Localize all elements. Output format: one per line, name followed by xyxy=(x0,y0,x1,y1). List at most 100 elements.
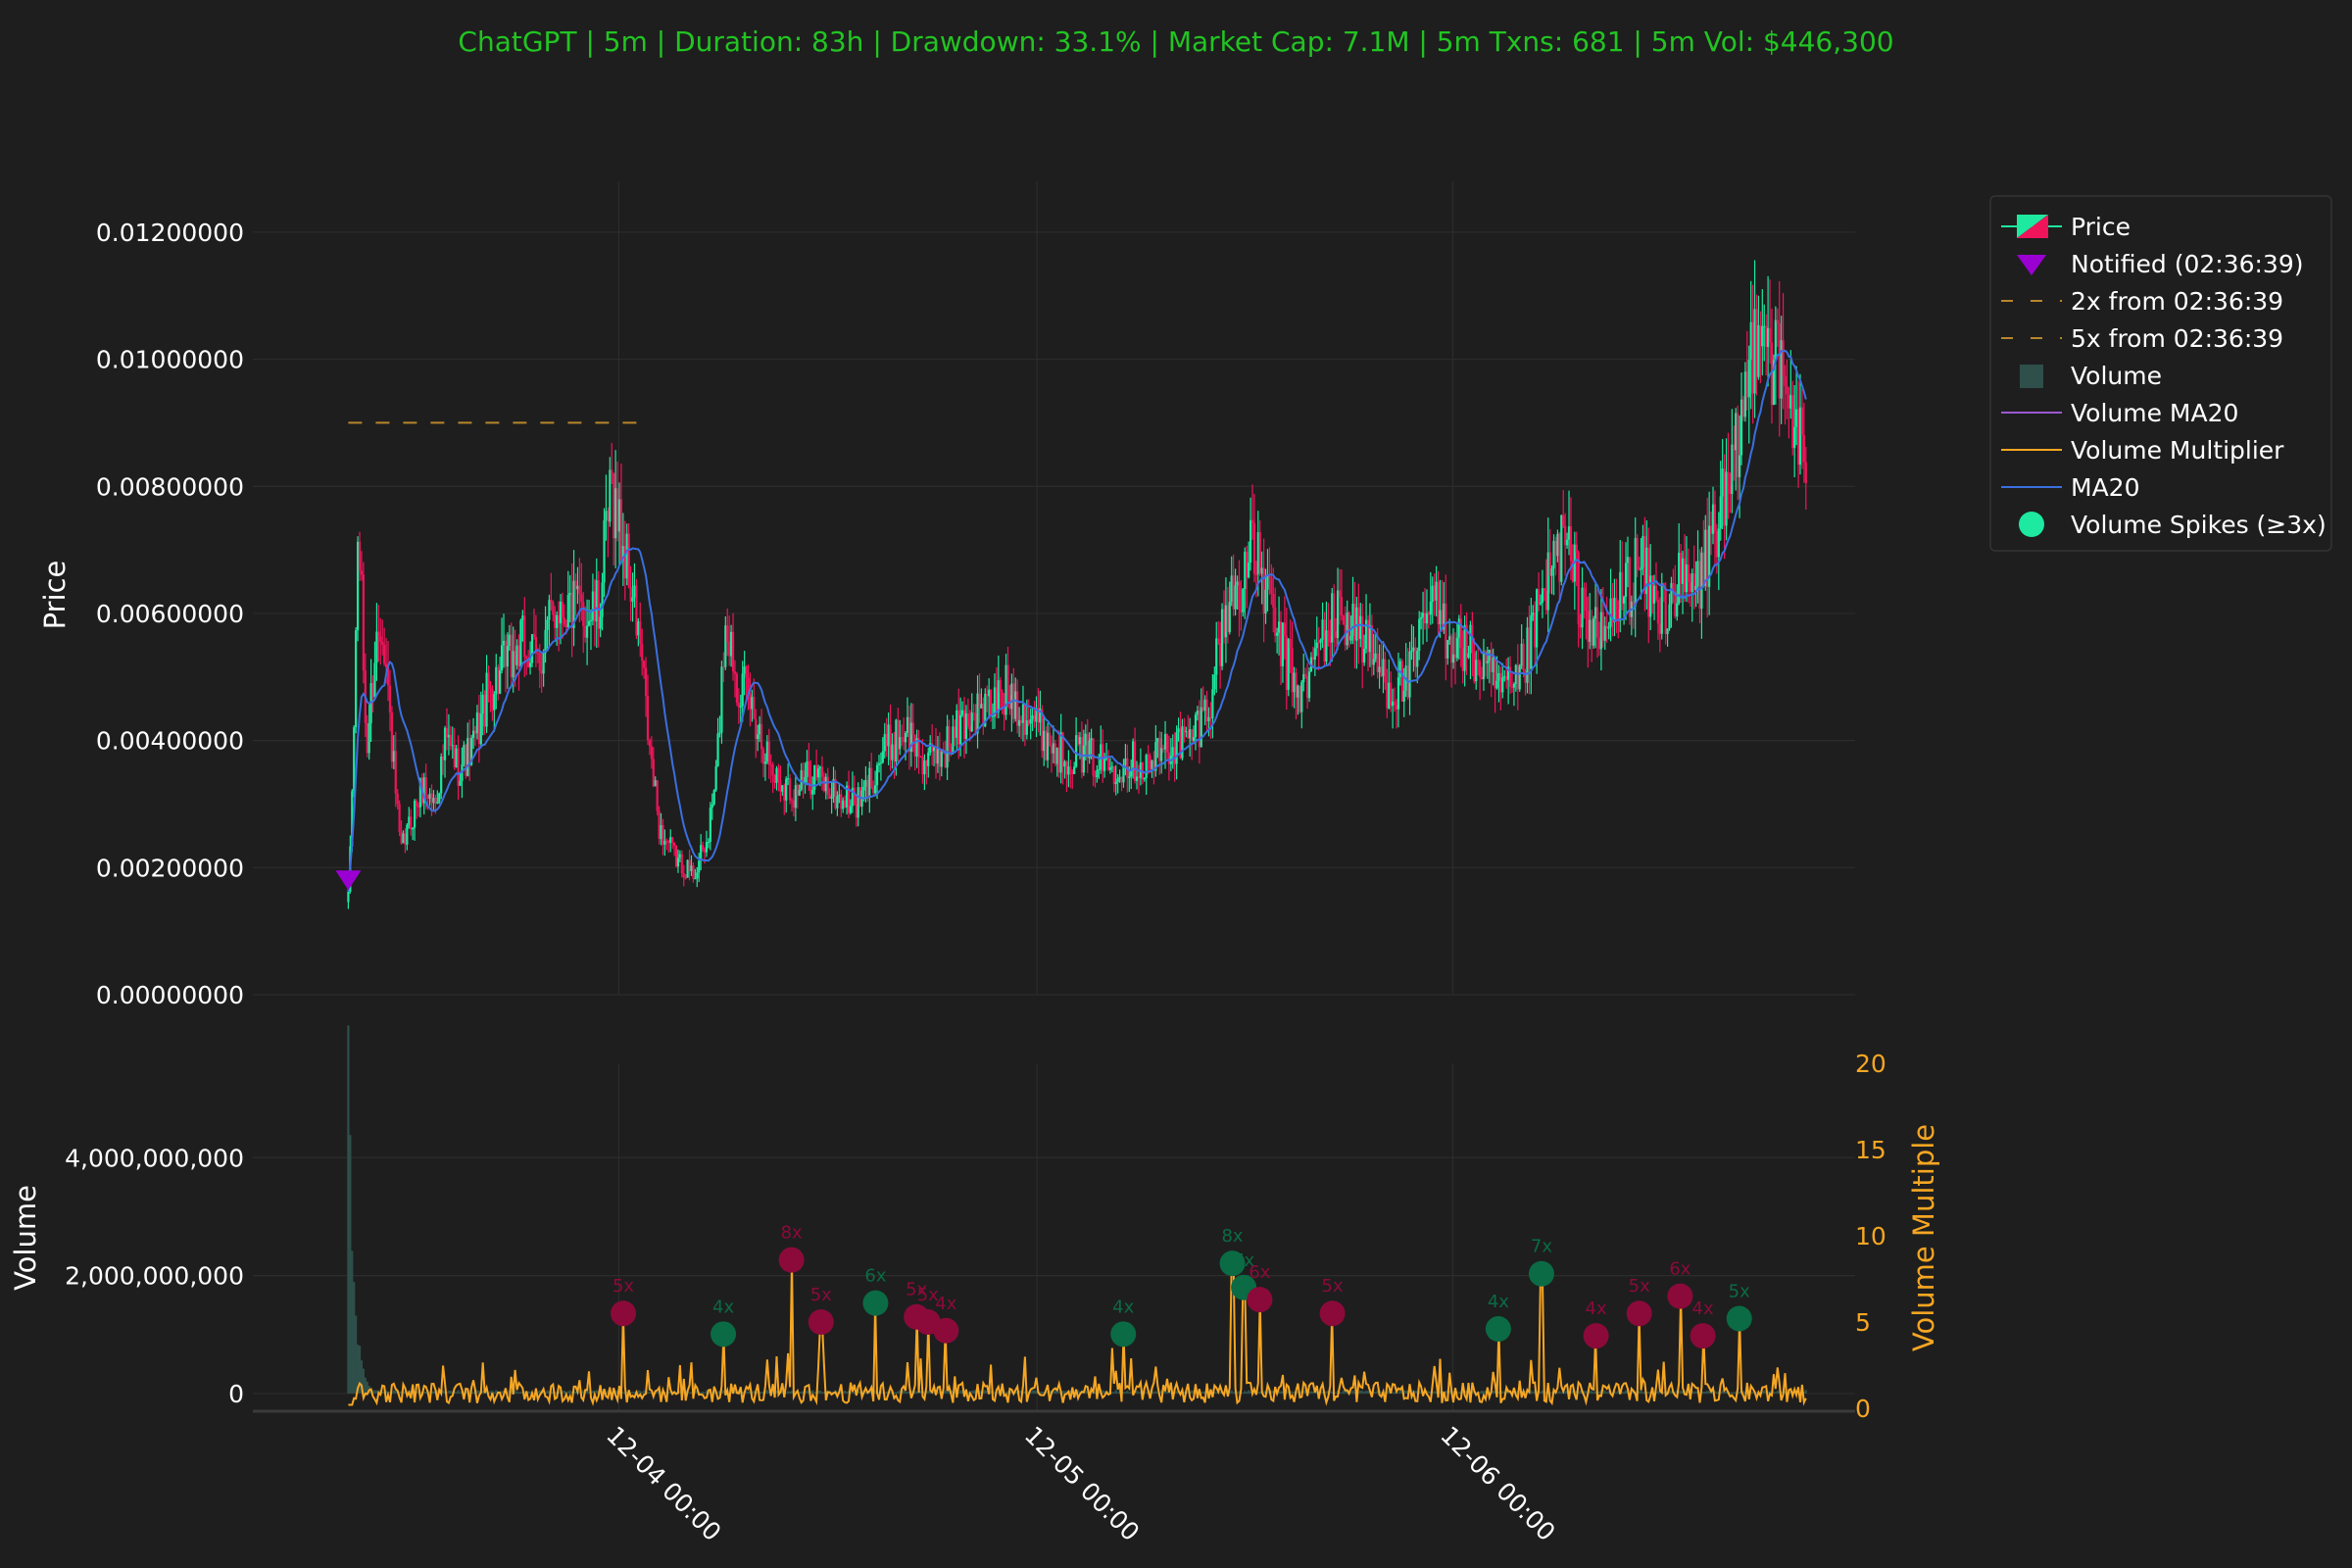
volume-bar xyxy=(607,1390,610,1394)
candle-body xyxy=(855,804,858,818)
volume-bar xyxy=(1279,1391,1283,1394)
volume-bar xyxy=(767,1391,770,1394)
candle-body xyxy=(1260,567,1263,574)
candle-body xyxy=(1327,630,1330,636)
candle-body xyxy=(845,785,849,808)
candle-body xyxy=(911,722,914,735)
candle-body xyxy=(1363,649,1366,663)
candle-body xyxy=(1581,587,1584,628)
candle-body xyxy=(1249,519,1252,564)
ma20-line xyxy=(347,349,1807,893)
candle-body xyxy=(1094,775,1097,778)
candle-body xyxy=(755,718,758,740)
volume-bar xyxy=(1745,1391,1748,1394)
volume-bar xyxy=(1311,1392,1314,1394)
candle-body xyxy=(554,614,557,628)
candle-body xyxy=(781,785,784,792)
volume-bar xyxy=(1213,1392,1216,1394)
volume-bar xyxy=(428,1392,431,1394)
candle-body xyxy=(1112,766,1115,785)
candle-body xyxy=(1331,593,1334,643)
volume-bar xyxy=(1692,1392,1695,1394)
volume-bar xyxy=(954,1390,956,1394)
candle-body xyxy=(1395,705,1398,710)
volume-bar xyxy=(570,1392,573,1394)
volume-bar xyxy=(733,1390,737,1394)
volume-bar xyxy=(1291,1391,1294,1394)
candle-body xyxy=(724,625,727,667)
volume-bar xyxy=(1122,1392,1125,1394)
volume-bar xyxy=(1768,1391,1772,1394)
candle-body xyxy=(1336,590,1340,638)
candle-body xyxy=(375,631,378,663)
candle-body xyxy=(879,762,883,764)
volume-bar xyxy=(1052,1391,1055,1394)
candle-body xyxy=(646,696,650,741)
volume-bar xyxy=(353,1282,356,1394)
volume-bar xyxy=(1698,1392,1701,1394)
volume-bar xyxy=(1579,1390,1582,1394)
volume-bar xyxy=(785,1392,788,1394)
candle-body xyxy=(550,600,553,603)
candle-body xyxy=(572,580,575,628)
volume-bar xyxy=(1592,1392,1595,1394)
candle-body xyxy=(783,785,786,801)
candle-body xyxy=(978,693,981,709)
candle-body xyxy=(1660,582,1663,634)
volume-bar xyxy=(1325,1391,1328,1394)
volume-bar xyxy=(532,1392,536,1394)
volume-bar xyxy=(1571,1390,1574,1394)
candle-body xyxy=(1177,728,1180,733)
candle-body xyxy=(1463,624,1466,671)
candle-body xyxy=(999,680,1002,693)
volume-bar xyxy=(919,1391,922,1394)
volume-bar xyxy=(946,1392,949,1394)
candle-body xyxy=(726,625,729,642)
volume-bar xyxy=(1297,1391,1299,1394)
candle-body xyxy=(662,824,664,845)
candle-body xyxy=(993,687,997,716)
candle-body xyxy=(1479,661,1482,677)
volume-bar xyxy=(741,1391,744,1394)
candle-body xyxy=(1160,748,1163,761)
candle-body xyxy=(438,793,441,803)
volume-bar xyxy=(373,1390,376,1394)
candle-body xyxy=(1069,766,1072,772)
volume-bar xyxy=(1116,1392,1119,1394)
volume-bar xyxy=(1344,1391,1347,1394)
volume-bar xyxy=(1277,1391,1281,1394)
candle-body xyxy=(1672,583,1675,592)
candle-body xyxy=(1721,468,1724,497)
volume-bar xyxy=(690,1392,693,1394)
candle-body xyxy=(377,631,380,637)
candle-body xyxy=(362,574,365,671)
candle-body xyxy=(1437,581,1440,625)
candle-body xyxy=(1346,612,1348,646)
candle-body xyxy=(1615,597,1618,611)
candle-body xyxy=(870,767,873,788)
volume-spike-label: 7x xyxy=(1531,1237,1552,1257)
candle-body xyxy=(1006,664,1009,696)
candle-body xyxy=(408,816,411,825)
candle-body xyxy=(1165,733,1169,753)
candle-body xyxy=(1226,605,1229,632)
multiplier-y-ticks: 0 5 10 15 20 xyxy=(1855,1050,1886,1423)
volume-bar xyxy=(1114,1390,1117,1394)
candle-body xyxy=(479,713,482,745)
candle-body xyxy=(1189,729,1192,739)
candle-body xyxy=(1268,574,1271,578)
candle-body xyxy=(1027,719,1030,724)
candle-body xyxy=(684,877,687,879)
volume-multiplier-line xyxy=(348,1259,1807,1407)
candle-body xyxy=(1133,741,1137,781)
candle-body xyxy=(1532,612,1535,615)
volume-bar xyxy=(885,1391,888,1394)
candle-body xyxy=(1215,638,1218,675)
candle-body xyxy=(1780,340,1783,399)
volume-bar xyxy=(753,1391,756,1394)
volume-bar xyxy=(747,1392,750,1394)
volume-bar xyxy=(643,1390,646,1394)
candle-body xyxy=(739,706,742,708)
volume-bar xyxy=(760,1392,763,1394)
volume-bar xyxy=(948,1390,951,1394)
